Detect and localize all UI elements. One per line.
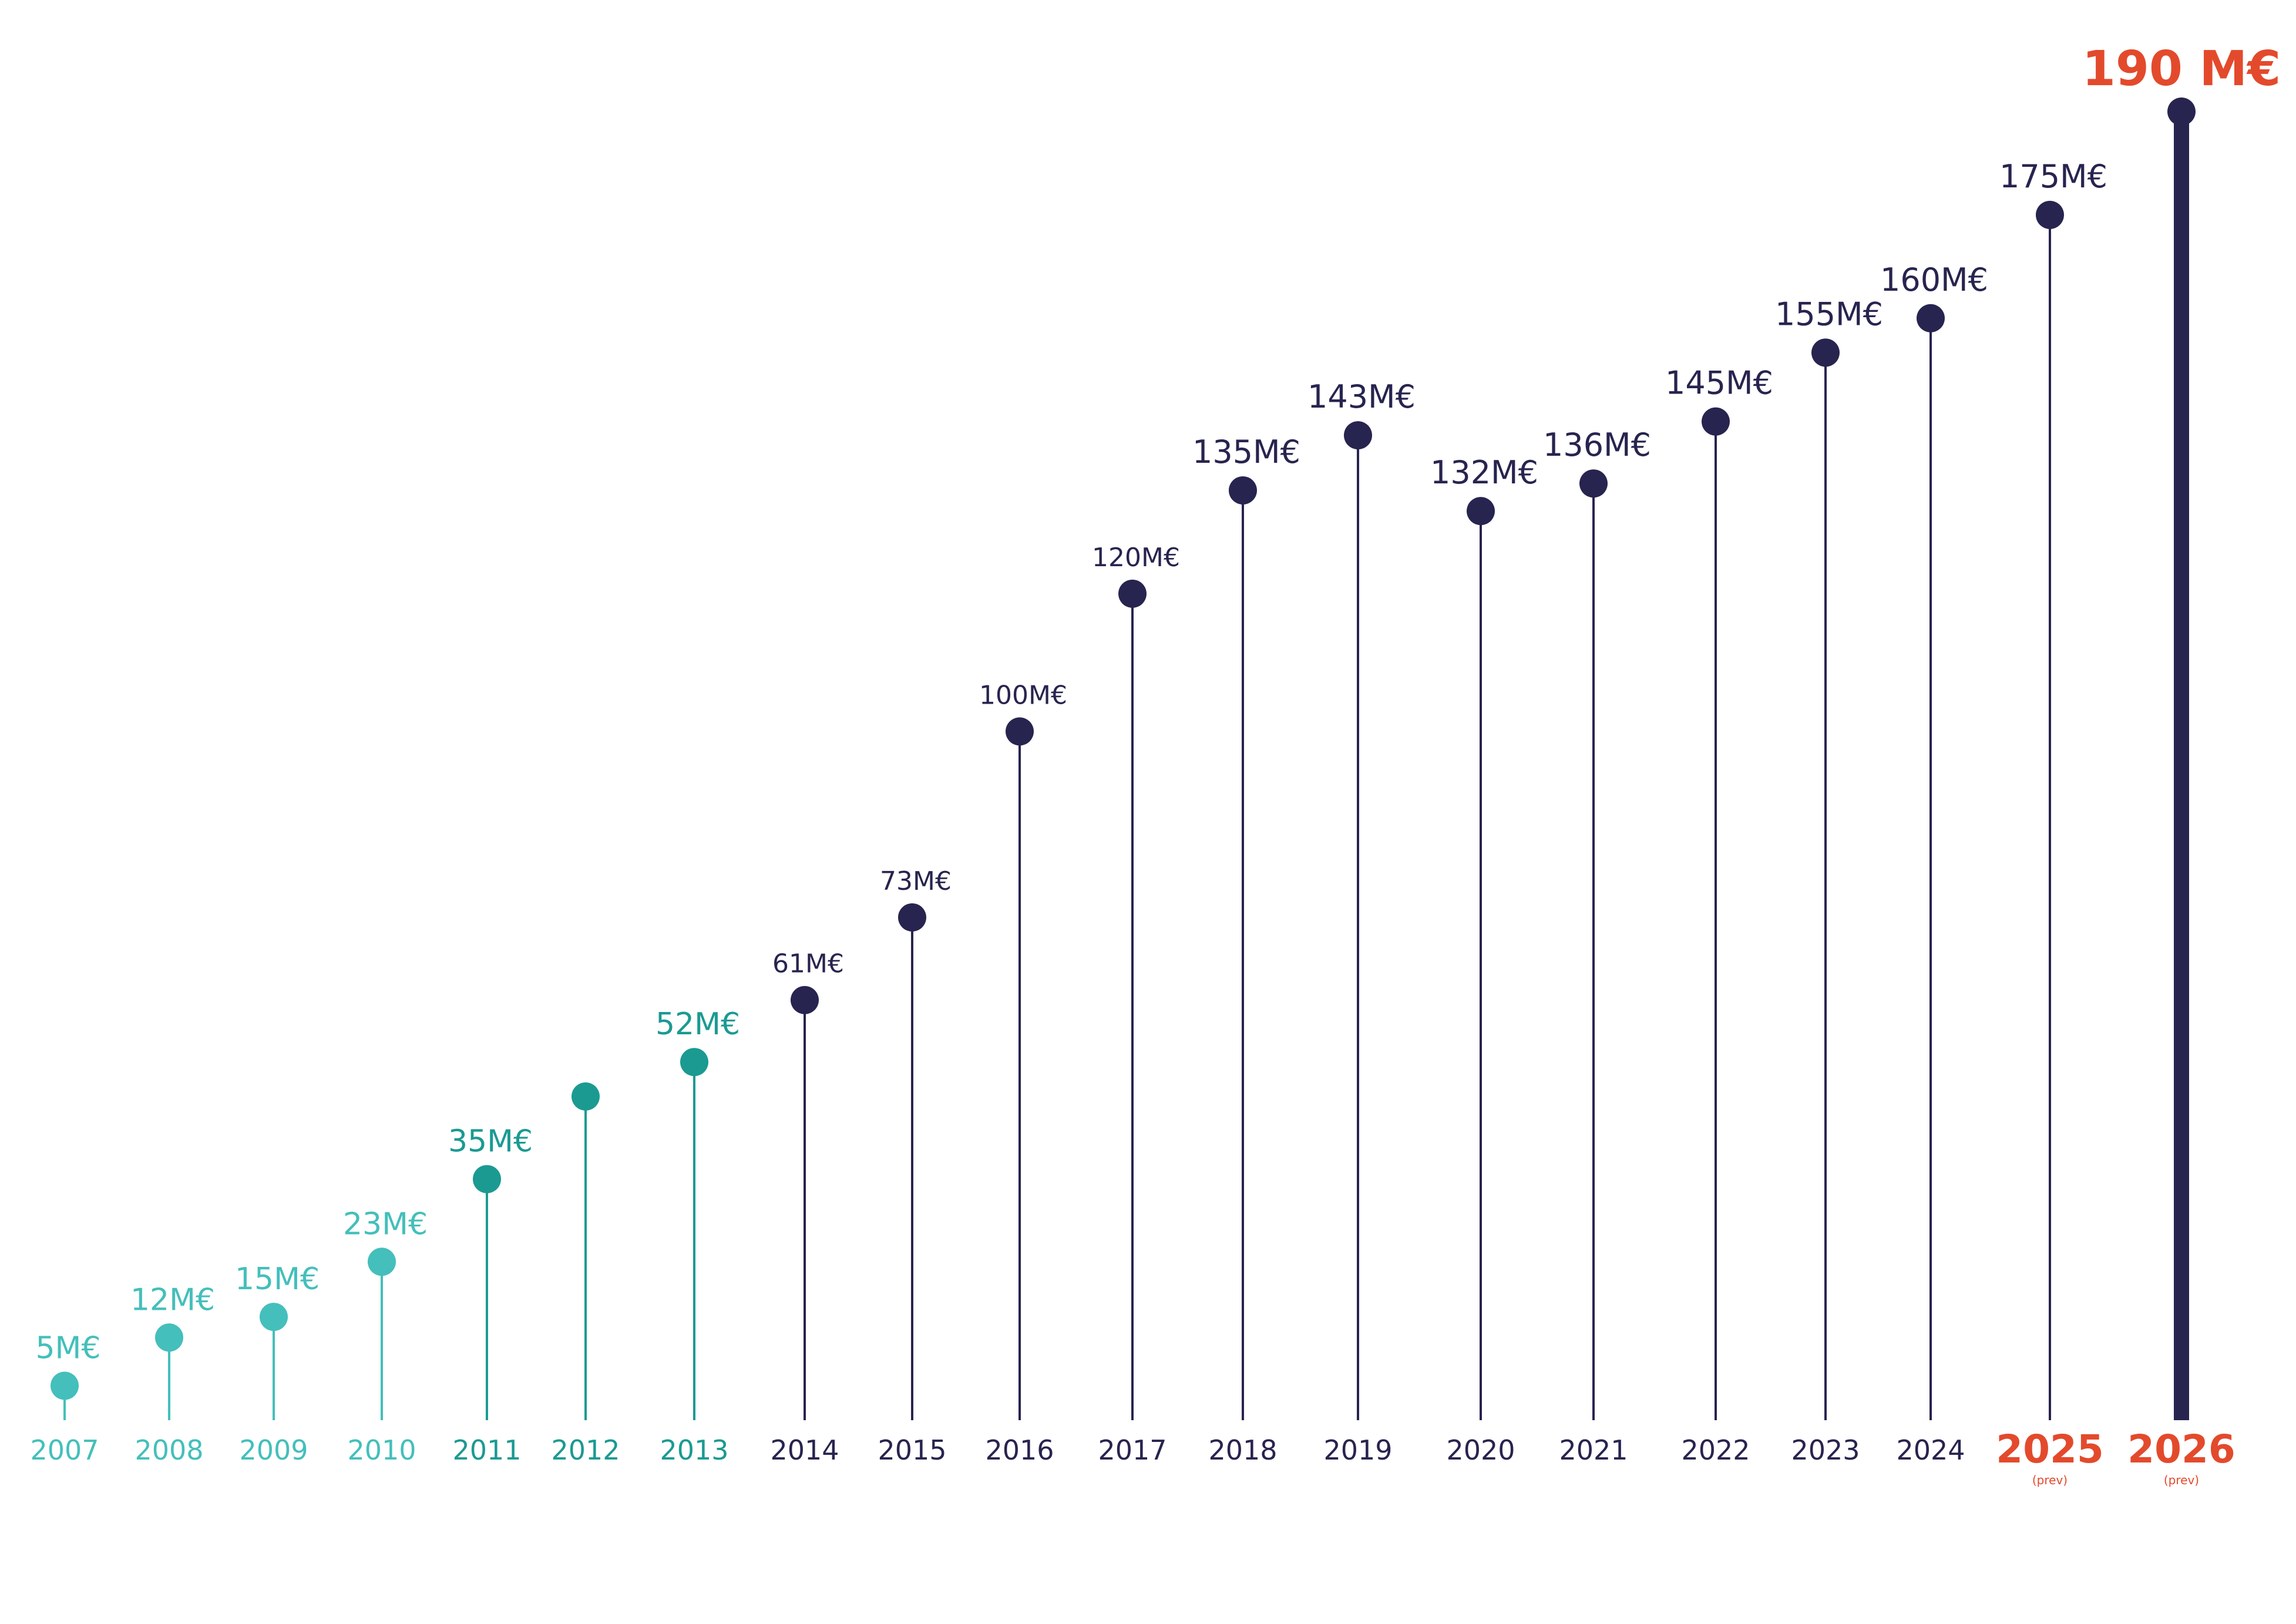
year-label-2008: 2008 xyxy=(135,1434,203,1466)
dot-2024 xyxy=(1917,304,1945,332)
dot-2012 xyxy=(572,1082,600,1111)
value-label-2026: 190 M€ xyxy=(2082,41,2281,97)
dots-group xyxy=(51,97,2196,1400)
dot-2023 xyxy=(1811,338,1840,367)
value-label-2010: 23M€ xyxy=(343,1206,428,1242)
year-label-2022: 2022 xyxy=(1681,1434,1750,1466)
value-label-2016: 100M€ xyxy=(979,680,1067,710)
year-label-2013: 2013 xyxy=(660,1434,728,1466)
year-label-2020: 2020 xyxy=(1446,1434,1515,1466)
value-label-2015: 73M€ xyxy=(880,866,952,896)
year-label-2025: 2025 xyxy=(1996,1427,2104,1472)
year-label-2007: 2007 xyxy=(30,1434,99,1466)
year-label-2023: 2023 xyxy=(1791,1434,1860,1466)
year-label-2009: 2009 xyxy=(239,1434,308,1466)
dot-2009 xyxy=(260,1303,288,1332)
value-label-2008: 12M€ xyxy=(130,1282,215,1317)
dot-2019 xyxy=(1344,421,1372,450)
dot-2014 xyxy=(791,986,819,1014)
value-label-2021: 136M€ xyxy=(1543,426,1651,463)
value-label-2007: 5M€ xyxy=(35,1330,100,1366)
dot-2022 xyxy=(1702,407,1730,436)
year-label-2021: 2021 xyxy=(1559,1434,1628,1466)
dot-2011 xyxy=(473,1165,501,1193)
year-label-2019: 2019 xyxy=(1323,1434,1392,1466)
year-label-2016: 2016 xyxy=(985,1434,1054,1466)
value-label-2014: 61M€ xyxy=(772,949,844,979)
year-label-2014: 2014 xyxy=(770,1434,839,1466)
year-sublabel-2025: (prev) xyxy=(2032,1473,2068,1487)
year-label-2017: 2017 xyxy=(1098,1434,1167,1466)
dot-2015 xyxy=(898,903,926,932)
dot-2017 xyxy=(1118,579,1147,608)
value-label-2018: 135M€ xyxy=(1192,433,1300,470)
value-label-2011: 35M€ xyxy=(448,1124,533,1159)
year-label-2026: 2026 xyxy=(2127,1427,2236,1472)
year-label-2010: 2010 xyxy=(347,1434,416,1466)
year-label-2015: 2015 xyxy=(878,1434,946,1466)
dot-2025 xyxy=(2036,200,2064,229)
value-label-2020: 132M€ xyxy=(1430,454,1538,491)
value-label-2017: 120M€ xyxy=(1092,543,1180,573)
value-label-2022: 145M€ xyxy=(1665,365,1773,402)
value-label-2025: 175M€ xyxy=(1999,158,2107,195)
value-label-2024: 160M€ xyxy=(1880,261,1988,298)
dot-2018 xyxy=(1229,476,1257,505)
dot-2020 xyxy=(1467,497,1495,526)
stems-group xyxy=(63,112,2189,1420)
dot-2013 xyxy=(680,1048,708,1077)
dot-2007 xyxy=(51,1371,79,1400)
year-label-2018: 2018 xyxy=(1208,1434,1277,1466)
year-sublabel-2026: (prev) xyxy=(2164,1473,2199,1487)
year-label-2011: 2011 xyxy=(452,1434,521,1466)
dot-2026 xyxy=(2167,97,2196,126)
value-labels-group: 5M€ 12M€ 15M€ 23M€ 35M€ 52M€ 61M€ 73M€ 100M€ 120M… xyxy=(35,41,2281,1366)
value-label-2013: 52M€ xyxy=(655,1007,740,1042)
dot-2021 xyxy=(1579,469,1608,498)
value-label-2019: 143M€ xyxy=(1307,378,1416,415)
dot-2010 xyxy=(368,1248,396,1276)
dot-2008 xyxy=(155,1323,183,1352)
value-label-2009: 15M€ xyxy=(235,1262,320,1297)
year-label-2024: 2024 xyxy=(1896,1434,1965,1466)
year-labels-group: 2007 2008 2009 2010 2011 2012 2013 2014 2015 2016… xyxy=(30,1427,2235,1487)
value-label-2023: 155M€ xyxy=(1775,295,1883,332)
dot-2016 xyxy=(1006,717,1034,746)
year-label-2012: 2012 xyxy=(551,1434,620,1466)
